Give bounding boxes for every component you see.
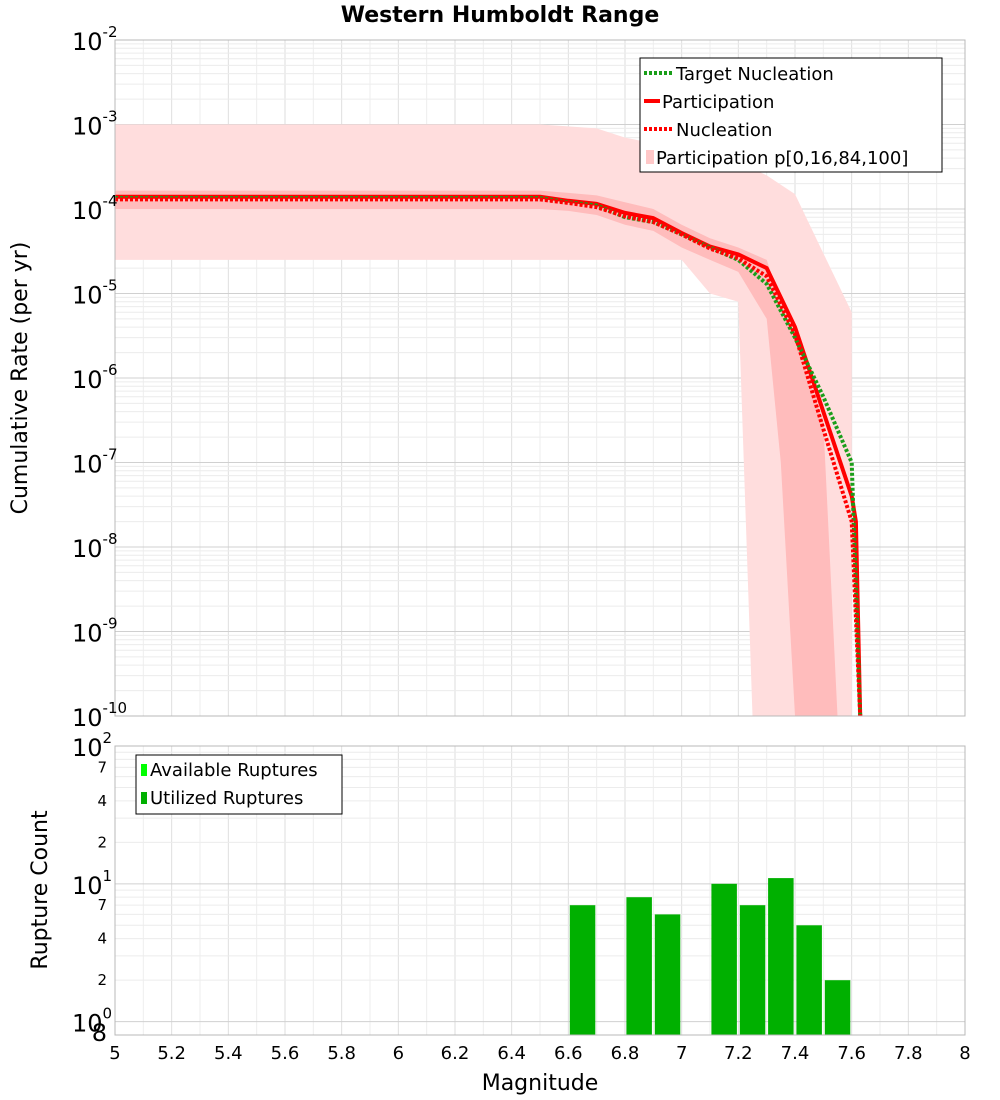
rate-y-tick-exponent: -4 xyxy=(103,192,118,210)
count-y-tick-exponent: 1 xyxy=(103,867,113,885)
legend-swatch-participation-band xyxy=(646,150,654,164)
rate-bands xyxy=(115,124,852,717)
rate-y-tick-base: 10 xyxy=(72,535,103,563)
x-tick-label: 6.2 xyxy=(441,1043,470,1064)
utilized-rupture-bar xyxy=(739,905,766,1035)
legend-label-available-ruptures: Available Ruptures xyxy=(150,760,318,781)
count-y-tick-label: 100 xyxy=(72,1005,112,1038)
count-y-minor-tick-label: 4 xyxy=(97,792,107,810)
legend-label-target-nucleation: Target Nucleation xyxy=(675,64,834,85)
count-y-tick-base: 10 xyxy=(72,872,103,900)
series-line-nucleation xyxy=(115,197,863,717)
legend-label-nucleation: Nucleation xyxy=(676,120,772,141)
legend-label-participation-band: Participation p[0,16,84,100] xyxy=(656,148,908,169)
x-tick-label: 6.4 xyxy=(497,1043,526,1064)
rate-y-tick-exponent: -8 xyxy=(103,530,118,548)
x-tick-label: 7.4 xyxy=(781,1043,810,1064)
x-tick-label: 6.6 xyxy=(554,1043,583,1064)
x-tick-label: 5 xyxy=(109,1043,120,1064)
rate-y-tick-exponent: -7 xyxy=(103,446,118,464)
rate-y-tick-label: 10-6 xyxy=(72,361,118,394)
x-tick-label: 5.6 xyxy=(271,1043,300,1064)
utilized-rupture-bar xyxy=(824,980,851,1035)
chart-title: Western Humboldt Range xyxy=(341,3,660,28)
rate-y-tick-base: 10 xyxy=(72,366,103,394)
utilized-rupture-bar xyxy=(569,905,596,1035)
count-y-axis-label: Rupture Count xyxy=(28,810,53,970)
rate-y-tick-label: 10-8 xyxy=(72,530,118,563)
rate-y-tick-base: 10 xyxy=(72,197,103,225)
rate-legend-box xyxy=(639,57,943,173)
count-y-minor-tick-label: 2 xyxy=(97,971,107,989)
x-tick-label: 5.8 xyxy=(327,1043,356,1064)
utilized-rupture-bar xyxy=(768,878,794,1035)
x-tick-label: 5.2 xyxy=(157,1043,186,1064)
count-y-tick-base: 10 xyxy=(72,1010,103,1038)
legend-swatch-utilized-ruptures xyxy=(141,792,147,804)
count-y-minor-tick-label: 4 xyxy=(97,930,107,948)
rate-y-tick-base: 10 xyxy=(72,704,103,732)
rate-y-tick-exponent: -2 xyxy=(103,23,118,41)
rate-y-tick-exponent: -6 xyxy=(103,361,118,379)
utilized-rupture-bar xyxy=(654,914,681,1035)
percentile-band-p0-p100 xyxy=(115,124,852,716)
count-y-tick-exponent: 0 xyxy=(103,1005,113,1023)
rate-lines xyxy=(115,194,863,717)
legend-swatch-available-ruptures xyxy=(141,764,147,776)
rate-y-tick-label: 10-5 xyxy=(72,277,118,310)
rate-y-tick-base: 10 xyxy=(72,28,103,56)
rate-y-tick-exponent: -3 xyxy=(103,108,118,126)
legend-label-utilized-ruptures: Utilized Ruptures xyxy=(150,788,303,809)
count-y-minor-tick-label: 7 xyxy=(97,896,107,914)
x-tick-label: 7.8 xyxy=(894,1043,923,1064)
series-line-target-nucleation xyxy=(115,196,863,717)
x-tick-label: 7.6 xyxy=(837,1043,866,1064)
count-legend: Available Ruptures Utilized Ruptures xyxy=(135,754,343,815)
rate-y-tick-base: 10 xyxy=(72,451,103,479)
rate-y-tick-exponent: -9 xyxy=(103,615,118,633)
x-tick-label: 8 xyxy=(959,1043,970,1064)
rate-y-tick-base: 10 xyxy=(72,620,103,648)
rate-y-tick-label: 10-10 xyxy=(72,699,127,732)
rate-y-tick-label: 10-9 xyxy=(72,615,118,648)
count-y-tick-base: 10 xyxy=(72,734,103,762)
rate-plot-frame xyxy=(114,39,966,717)
legend-label-participation: Participation xyxy=(662,92,774,113)
count-y-tick-label: 102 xyxy=(72,729,112,762)
count-y-minor-tick-label: 8 xyxy=(92,1019,107,1047)
utilized-rupture-bar xyxy=(626,897,652,1035)
rate-legend: Target Nucleation Participation Nucleati… xyxy=(639,57,943,173)
count-legend-box xyxy=(135,754,343,815)
x-tick-label: 7 xyxy=(676,1043,687,1064)
rate-y-tick-label: 10-3 xyxy=(72,108,118,141)
count-y-tick-label: 101 xyxy=(72,867,112,900)
rate-y-tick-exponent: -5 xyxy=(103,277,118,295)
x-tick-label: 6.8 xyxy=(611,1043,640,1064)
x-axis-label: Magnitude xyxy=(482,1071,599,1096)
count-y-minor-tick-label: 2 xyxy=(97,833,107,851)
count-y-tick-exponent: 2 xyxy=(103,729,113,747)
count-bars xyxy=(569,878,851,1035)
x-tick-label: 5.4 xyxy=(214,1043,243,1064)
count-plot-frame xyxy=(114,745,966,1036)
rate-y-tick-label: 10-7 xyxy=(72,446,118,479)
x-tick-label: 7.2 xyxy=(724,1043,753,1064)
utilized-rupture-bar xyxy=(711,883,737,1035)
rate-y-tick-base: 10 xyxy=(72,113,103,141)
rate-y-tick-exponent: -10 xyxy=(103,699,128,717)
count-y-minor-tick-label: 7 xyxy=(97,758,107,776)
count-x-ticks: 5 5.2 5.4 5.6 5.8 6 6.2 6.4 6.6 6.8 7 7.2 7.4 7.6 7.8 8 xyxy=(109,1043,970,1064)
rate-y-tick-label: 10-4 xyxy=(72,192,118,225)
rate-y-tick-label: 10-2 xyxy=(72,23,118,56)
rate-y-tick-base: 10 xyxy=(72,282,103,310)
x-tick-label: 6 xyxy=(393,1043,404,1064)
rate-y-axis-label: Cumulative Rate (per yr) xyxy=(8,242,33,515)
utilized-rupture-bar xyxy=(796,925,822,1035)
